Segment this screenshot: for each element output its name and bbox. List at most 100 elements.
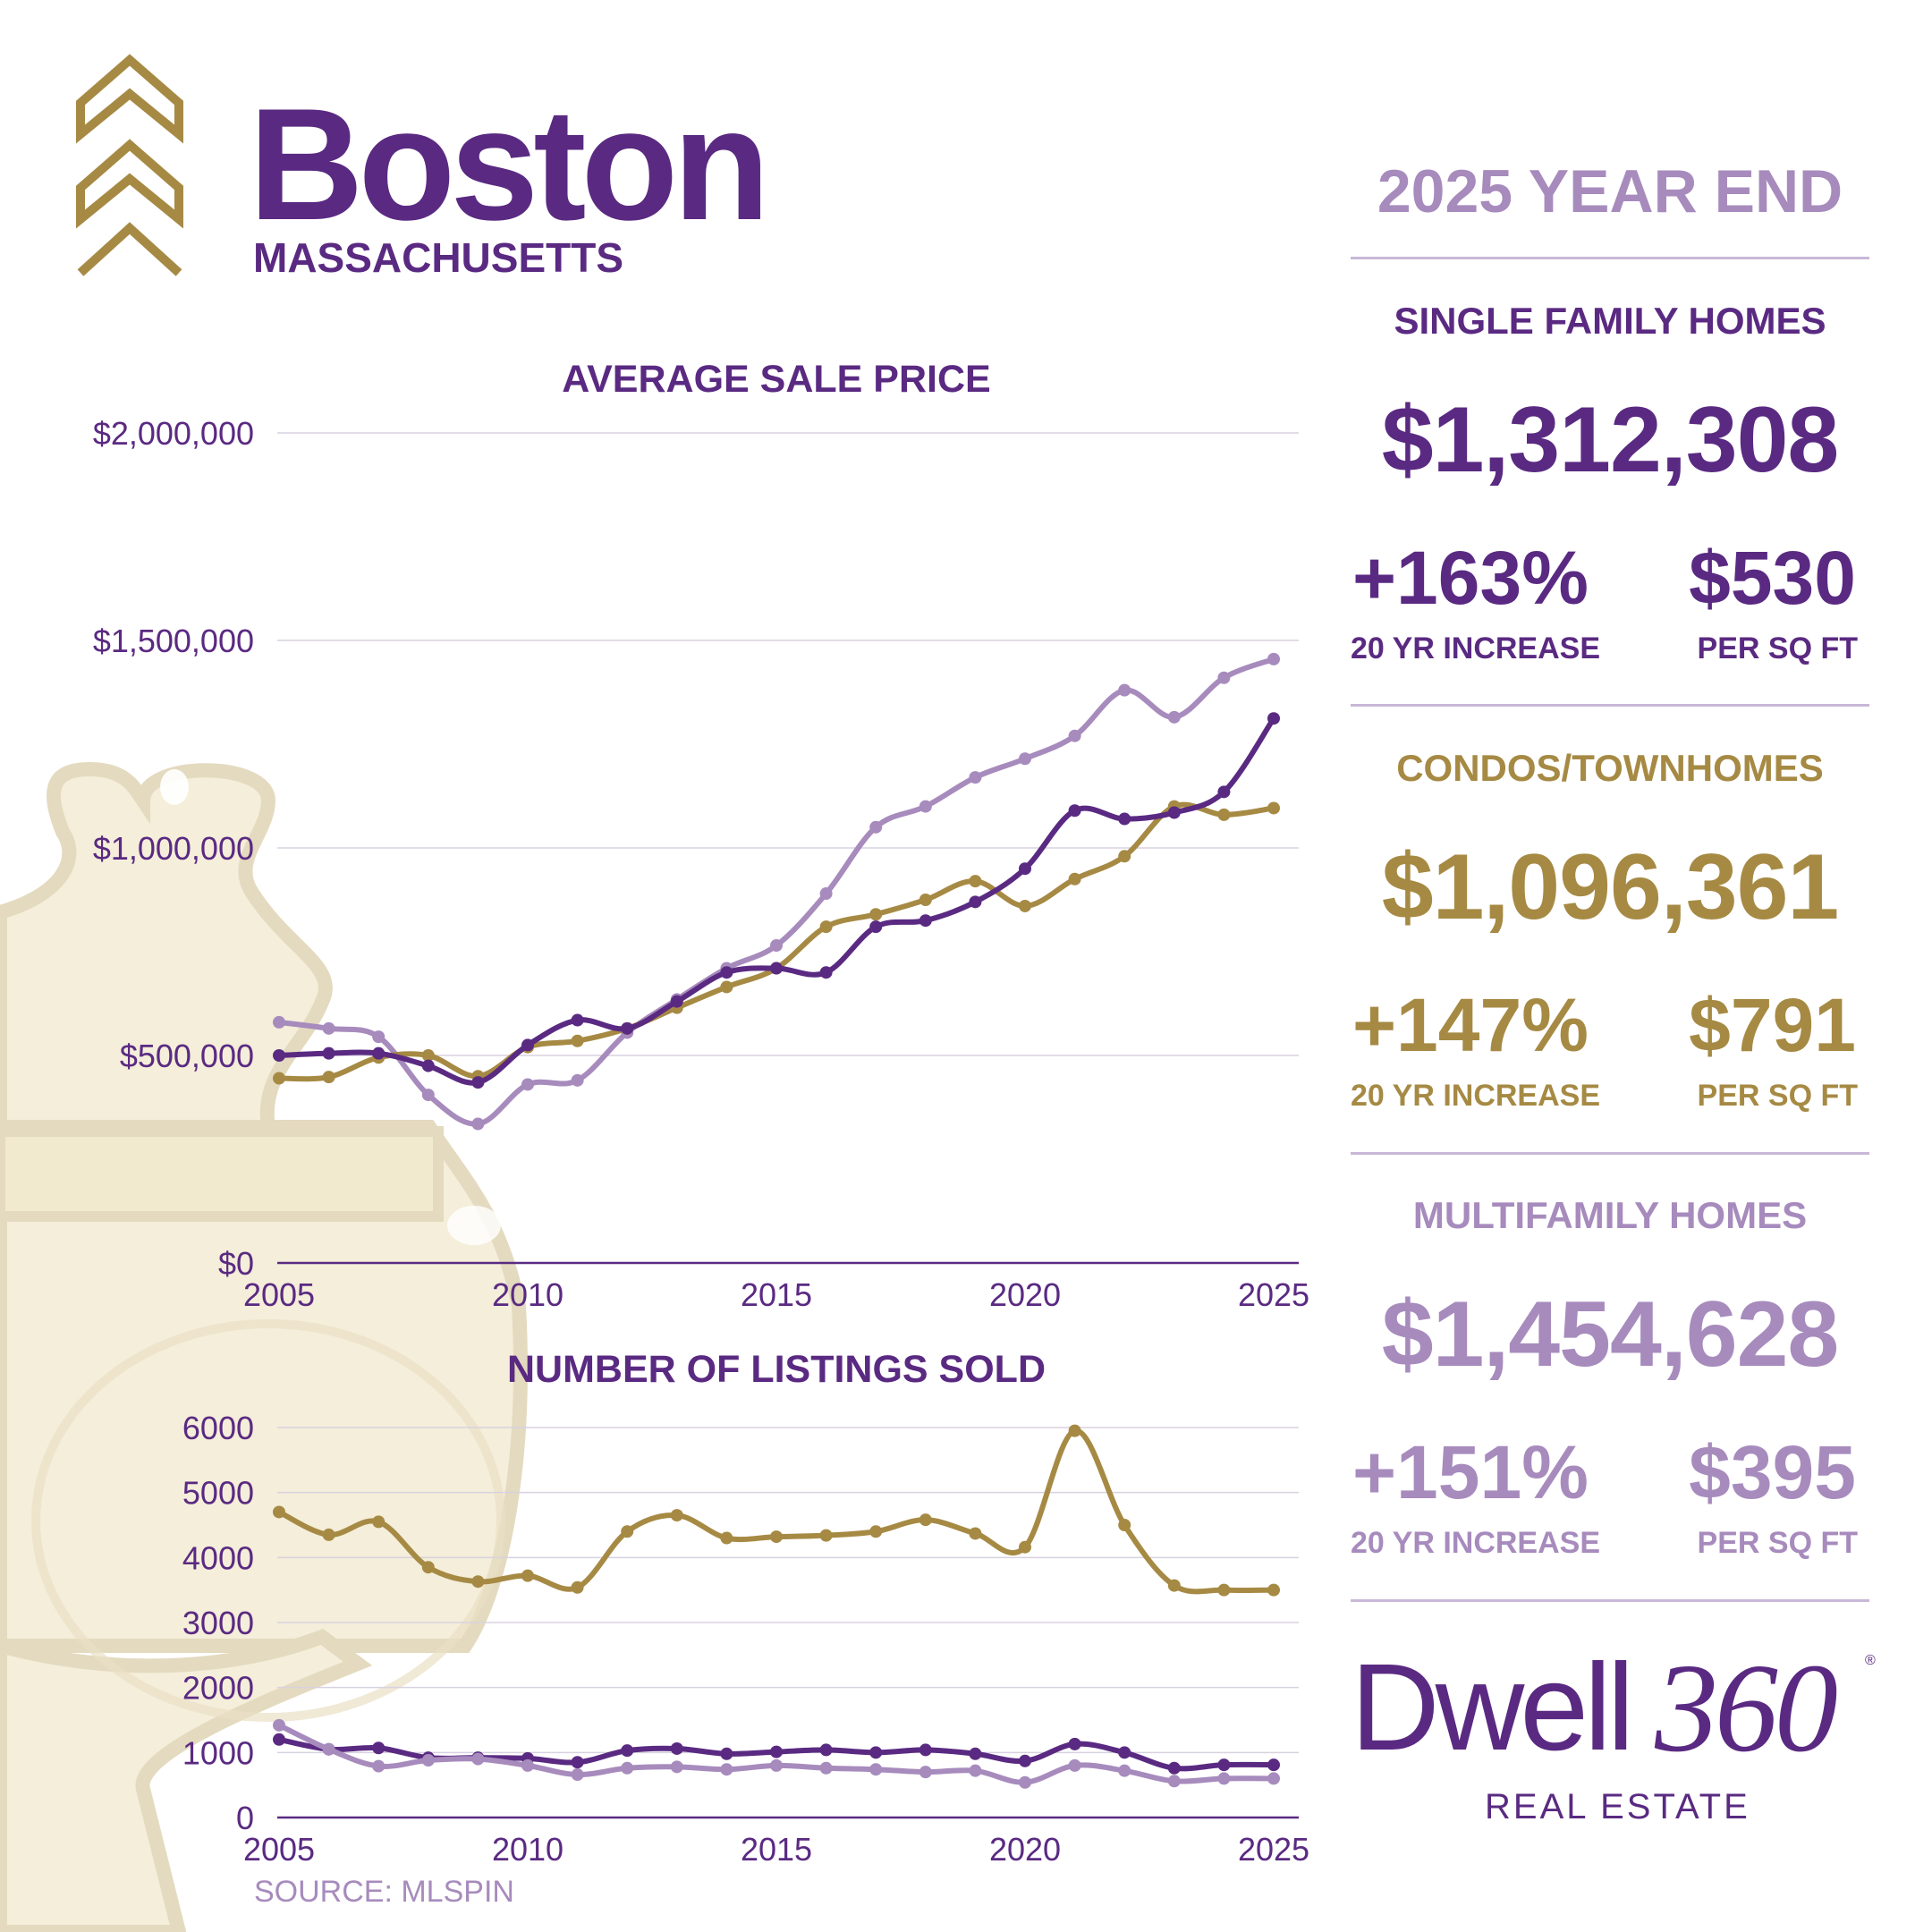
y-tick-label: 3000: [182, 1605, 254, 1641]
y-tick-label: $500,000: [120, 1038, 254, 1074]
x-tick-label: 2020: [989, 1276, 1061, 1313]
data-point: [1267, 801, 1280, 815]
data-point: [1267, 1772, 1280, 1785]
data-point: [1118, 812, 1131, 826]
single-family-category: SINGLE FAMILY HOMES: [1394, 300, 1826, 342]
data-point: [919, 1513, 932, 1527]
data-point: [322, 1021, 335, 1035]
data-point: [969, 875, 982, 888]
data-point: [869, 920, 883, 934]
data-point: [1068, 1737, 1081, 1750]
data-point: [521, 1569, 534, 1582]
city-title: Boston: [249, 75, 770, 253]
data-point: [670, 995, 683, 1008]
data-point: [919, 1766, 932, 1779]
series-line-2: [276, 716, 1276, 1086]
x-tick-label: 2010: [492, 1276, 564, 1313]
data-point: [1217, 1583, 1231, 1597]
period-title: 2025 YEAR END: [1377, 157, 1843, 225]
data-point: [720, 1763, 733, 1776]
data-point: [720, 1531, 733, 1545]
single-family-per-sqft: $530: [1689, 536, 1856, 620]
x-tick-label: 2015: [741, 1276, 812, 1313]
data-point: [322, 1528, 335, 1541]
data-point: [571, 1768, 584, 1782]
data-point: [869, 1763, 883, 1776]
data-point: [1068, 804, 1081, 818]
data-point: [421, 1089, 435, 1102]
data-point: [1167, 1579, 1181, 1592]
y-tick-label: 2000: [182, 1670, 254, 1707]
data-point: [621, 1021, 634, 1035]
data-point: [819, 887, 833, 901]
average-sale-price-chart: $0 $500,000 $1,000,000 $1,500,000 $2,000,000…: [93, 415, 1309, 1313]
data-point: [1118, 850, 1131, 863]
data-point: [969, 895, 982, 909]
data-point: [1217, 671, 1231, 684]
y-tick-label: 6000: [182, 1410, 254, 1446]
data-point: [670, 1741, 683, 1755]
brand-logo-word: Dwell: [1351, 1639, 1634, 1776]
data-point: [1068, 1758, 1081, 1772]
y-tick-label: $0: [218, 1245, 254, 1282]
data-point: [421, 1049, 435, 1062]
data-point: [273, 1015, 285, 1029]
data-point: [770, 939, 783, 953]
data-point: [1068, 872, 1081, 886]
data-point: [1167, 1761, 1181, 1775]
data-point: [571, 1756, 584, 1769]
data-point: [571, 1013, 584, 1027]
data-point: [869, 1525, 883, 1538]
condo-per-sqft-label: PER SQ FT: [1697, 1079, 1858, 1113]
data-point: [919, 800, 932, 813]
divider: [1351, 704, 1869, 707]
data-point: [670, 1509, 683, 1522]
data-point: [521, 1038, 534, 1052]
data-point: [670, 1760, 683, 1774]
data-point: [919, 1743, 932, 1757]
data-point: [1217, 1772, 1231, 1785]
data-point: [1019, 1754, 1031, 1767]
data-point: [421, 1059, 435, 1072]
data-point: [421, 1754, 435, 1767]
divider: [1351, 257, 1869, 259]
data-point: [1068, 1424, 1081, 1437]
multifamily-per-sqft-label: PER SQ FT: [1697, 1526, 1858, 1560]
data-point: [969, 1527, 982, 1540]
data-point: [819, 1529, 833, 1542]
condo-per-sqft: $791: [1689, 983, 1856, 1067]
data-point: [819, 1743, 833, 1757]
charts-area: AVERAGE SALE PRICE $0$500,000$1,000,000$…: [93, 358, 1309, 1868]
y-tick-label: $1,000,000: [93, 830, 254, 867]
data-point: [1019, 862, 1031, 876]
data-point: [1118, 1519, 1131, 1531]
y-tick-label: 5000: [182, 1475, 254, 1512]
data-point: [273, 1072, 285, 1085]
data-point: [571, 1034, 584, 1047]
data-point: [969, 1764, 982, 1777]
data-point: [471, 1575, 485, 1589]
single-family-price: $1,312,308: [1381, 388, 1840, 492]
data-point: [1068, 729, 1081, 742]
listings-sold-chart: 0 1000 2000 3000 4000 5000 6000 2005 2010 2015 202…: [182, 1410, 1309, 1868]
divider: [1351, 1599, 1869, 1602]
data-point: [521, 1758, 534, 1772]
x-tick-label: 2025: [1238, 1276, 1309, 1313]
y-tick-label: $1,500,000: [93, 623, 254, 659]
data-point: [919, 894, 932, 906]
x-tick-label: 2010: [492, 1831, 564, 1868]
listings-chart-title: NUMBER OF LISTINGS SOLD: [507, 1348, 1046, 1391]
data-point: [819, 966, 833, 979]
data-point: [1019, 1540, 1031, 1554]
data-point: [1267, 1583, 1280, 1597]
data-point: [1167, 1775, 1181, 1788]
data-point: [621, 1761, 634, 1775]
data-point: [273, 1505, 285, 1519]
data-point: [1267, 652, 1280, 665]
condo-category: CONDOS/TOWNHOMES: [1396, 747, 1824, 789]
data-point: [571, 1073, 584, 1087]
data-point: [819, 920, 833, 934]
data-point: [621, 1525, 634, 1538]
data-point: [273, 1049, 285, 1062]
data-point: [770, 1758, 783, 1772]
